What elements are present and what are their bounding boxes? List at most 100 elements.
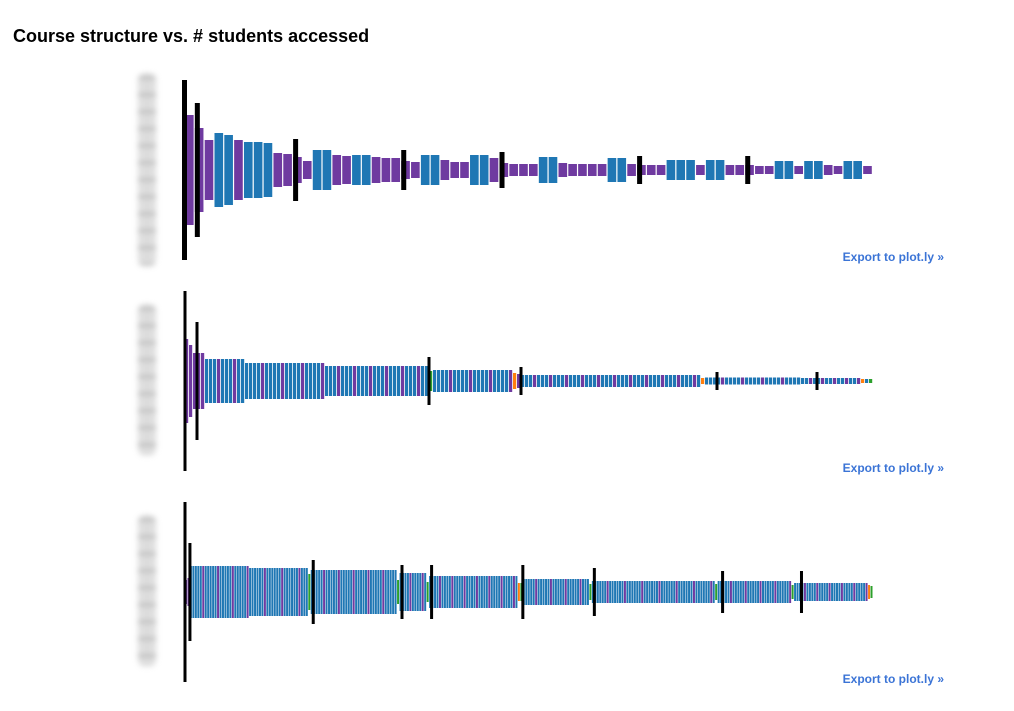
- bar: [221, 359, 225, 403]
- bar: [209, 359, 213, 403]
- bar: [204, 566, 207, 618]
- bar: [387, 570, 390, 614]
- bar: [801, 378, 805, 384]
- bar: [382, 570, 385, 614]
- bar: [515, 576, 518, 608]
- bar: [617, 158, 627, 182]
- bar: [481, 370, 485, 392]
- bar: [601, 375, 605, 387]
- bar: [357, 570, 360, 614]
- bar: [621, 581, 624, 603]
- bar: [633, 375, 637, 387]
- bar: [869, 379, 873, 383]
- bar: [298, 568, 301, 616]
- bar: [863, 583, 866, 601]
- bar: [643, 581, 646, 603]
- bar: [597, 375, 601, 387]
- bar: [669, 375, 673, 387]
- bar: [501, 370, 505, 392]
- bar: [513, 373, 517, 389]
- bar: [814, 161, 823, 179]
- bar: [833, 583, 836, 601]
- bar: [489, 370, 493, 392]
- bar: [212, 566, 215, 618]
- bar: [463, 576, 466, 608]
- bar: [678, 581, 681, 603]
- bar: [729, 581, 732, 603]
- bar: [656, 581, 658, 603]
- bar: [213, 359, 217, 403]
- export-to-plotly-link[interactable]: Export to plot.ly »: [842, 672, 944, 686]
- bar: [297, 363, 301, 399]
- bar: [686, 160, 695, 180]
- bar: [505, 576, 508, 608]
- bar: [865, 583, 868, 601]
- bar: [489, 158, 499, 182]
- bar: [505, 370, 509, 392]
- bar: [817, 378, 821, 384]
- bar: [300, 568, 303, 616]
- bar: [785, 377, 789, 385]
- bar: [525, 375, 529, 387]
- bar: [821, 583, 824, 601]
- bar: [589, 584, 592, 600]
- bar: [697, 581, 700, 603]
- bar: [308, 574, 311, 610]
- bar: [561, 375, 565, 387]
- bar: [405, 366, 409, 396]
- bar: [754, 581, 757, 603]
- export-to-plotly-link[interactable]: Export to plot.ly »: [842, 250, 944, 264]
- bar: [381, 158, 391, 182]
- bar: [735, 165, 745, 175]
- bar: [537, 375, 541, 387]
- bar: [587, 164, 597, 176]
- bar: [749, 581, 752, 603]
- bar: [214, 133, 224, 207]
- bar: [500, 576, 503, 608]
- bar: [404, 573, 407, 611]
- bar: [855, 583, 858, 601]
- bar: [646, 581, 649, 603]
- bar: [325, 366, 329, 396]
- bar: [318, 570, 321, 614]
- bar: [636, 581, 639, 603]
- bar: [241, 359, 245, 403]
- bar: [656, 165, 666, 175]
- bar: [745, 377, 749, 385]
- bar: [599, 581, 602, 603]
- chapter-divider: [637, 156, 643, 184]
- bar: [417, 366, 421, 396]
- bar: [350, 570, 353, 614]
- bar: [619, 581, 621, 603]
- bar: [690, 581, 693, 603]
- bar: [793, 377, 797, 385]
- bar: [249, 363, 253, 399]
- bar: [365, 366, 369, 396]
- bar: [303, 568, 306, 616]
- bar: [633, 581, 636, 603]
- bar: [332, 570, 335, 614]
- export-to-plotly-link[interactable]: Export to plot.ly »: [842, 461, 944, 475]
- bar: [574, 579, 577, 605]
- bar: [466, 576, 469, 608]
- bar: [549, 375, 553, 387]
- bar: [552, 579, 555, 605]
- bar: [784, 581, 787, 603]
- bar: [509, 370, 513, 392]
- bar: [202, 566, 205, 618]
- bar: [353, 366, 357, 396]
- bar: [498, 576, 501, 608]
- bar: [769, 581, 772, 603]
- bar: [226, 566, 229, 618]
- bar: [649, 375, 653, 387]
- bar: [397, 580, 400, 604]
- bar: [717, 377, 721, 385]
- bar: [321, 363, 325, 399]
- bar: [246, 566, 249, 618]
- bar: [365, 570, 367, 614]
- bar: [457, 370, 461, 392]
- bar: [291, 568, 294, 616]
- bar: [305, 568, 308, 616]
- bar: [739, 581, 742, 603]
- bar: [626, 581, 629, 603]
